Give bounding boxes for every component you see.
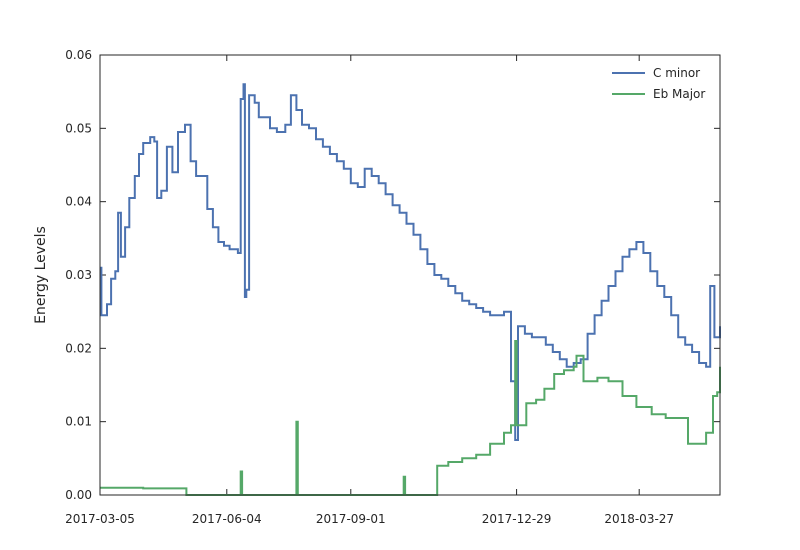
legend-label-c-minor: C minor [653,66,700,80]
x-tick-label: 2017-06-04 [192,512,262,526]
plot-area [100,55,720,495]
legend-label-eb-major: Eb Major [653,87,705,101]
y-tick-label: 0.02 [65,341,92,355]
x-tick-label: 2017-09-01 [316,512,386,526]
y-tick-label: 0.05 [65,121,92,135]
legend: C minor Eb Major [612,66,705,101]
y-tick-label: 0.06 [65,48,92,62]
y-tick-label: 0.04 [65,195,92,209]
series-lines [100,83,721,496]
x-tick-label: 2017-03-05 [65,512,135,526]
x-axis-ticks: 2017-03-05 2017-06-04 2017-09-01 2017-12-29… [65,55,674,526]
y-tick-label: 0.03 [65,268,92,282]
plot-frame [99,54,721,496]
y-axis-label: Energy Levels [33,226,49,324]
y-tick-label: 0.00 [65,488,92,502]
x-tick-label: 2018-03-27 [604,512,674,526]
series-line-c-minor [100,83,721,441]
series-line-eb-major [100,340,721,496]
x-tick-label: 2017-12-29 [482,512,552,526]
y-tick-label: 0.01 [65,415,92,429]
